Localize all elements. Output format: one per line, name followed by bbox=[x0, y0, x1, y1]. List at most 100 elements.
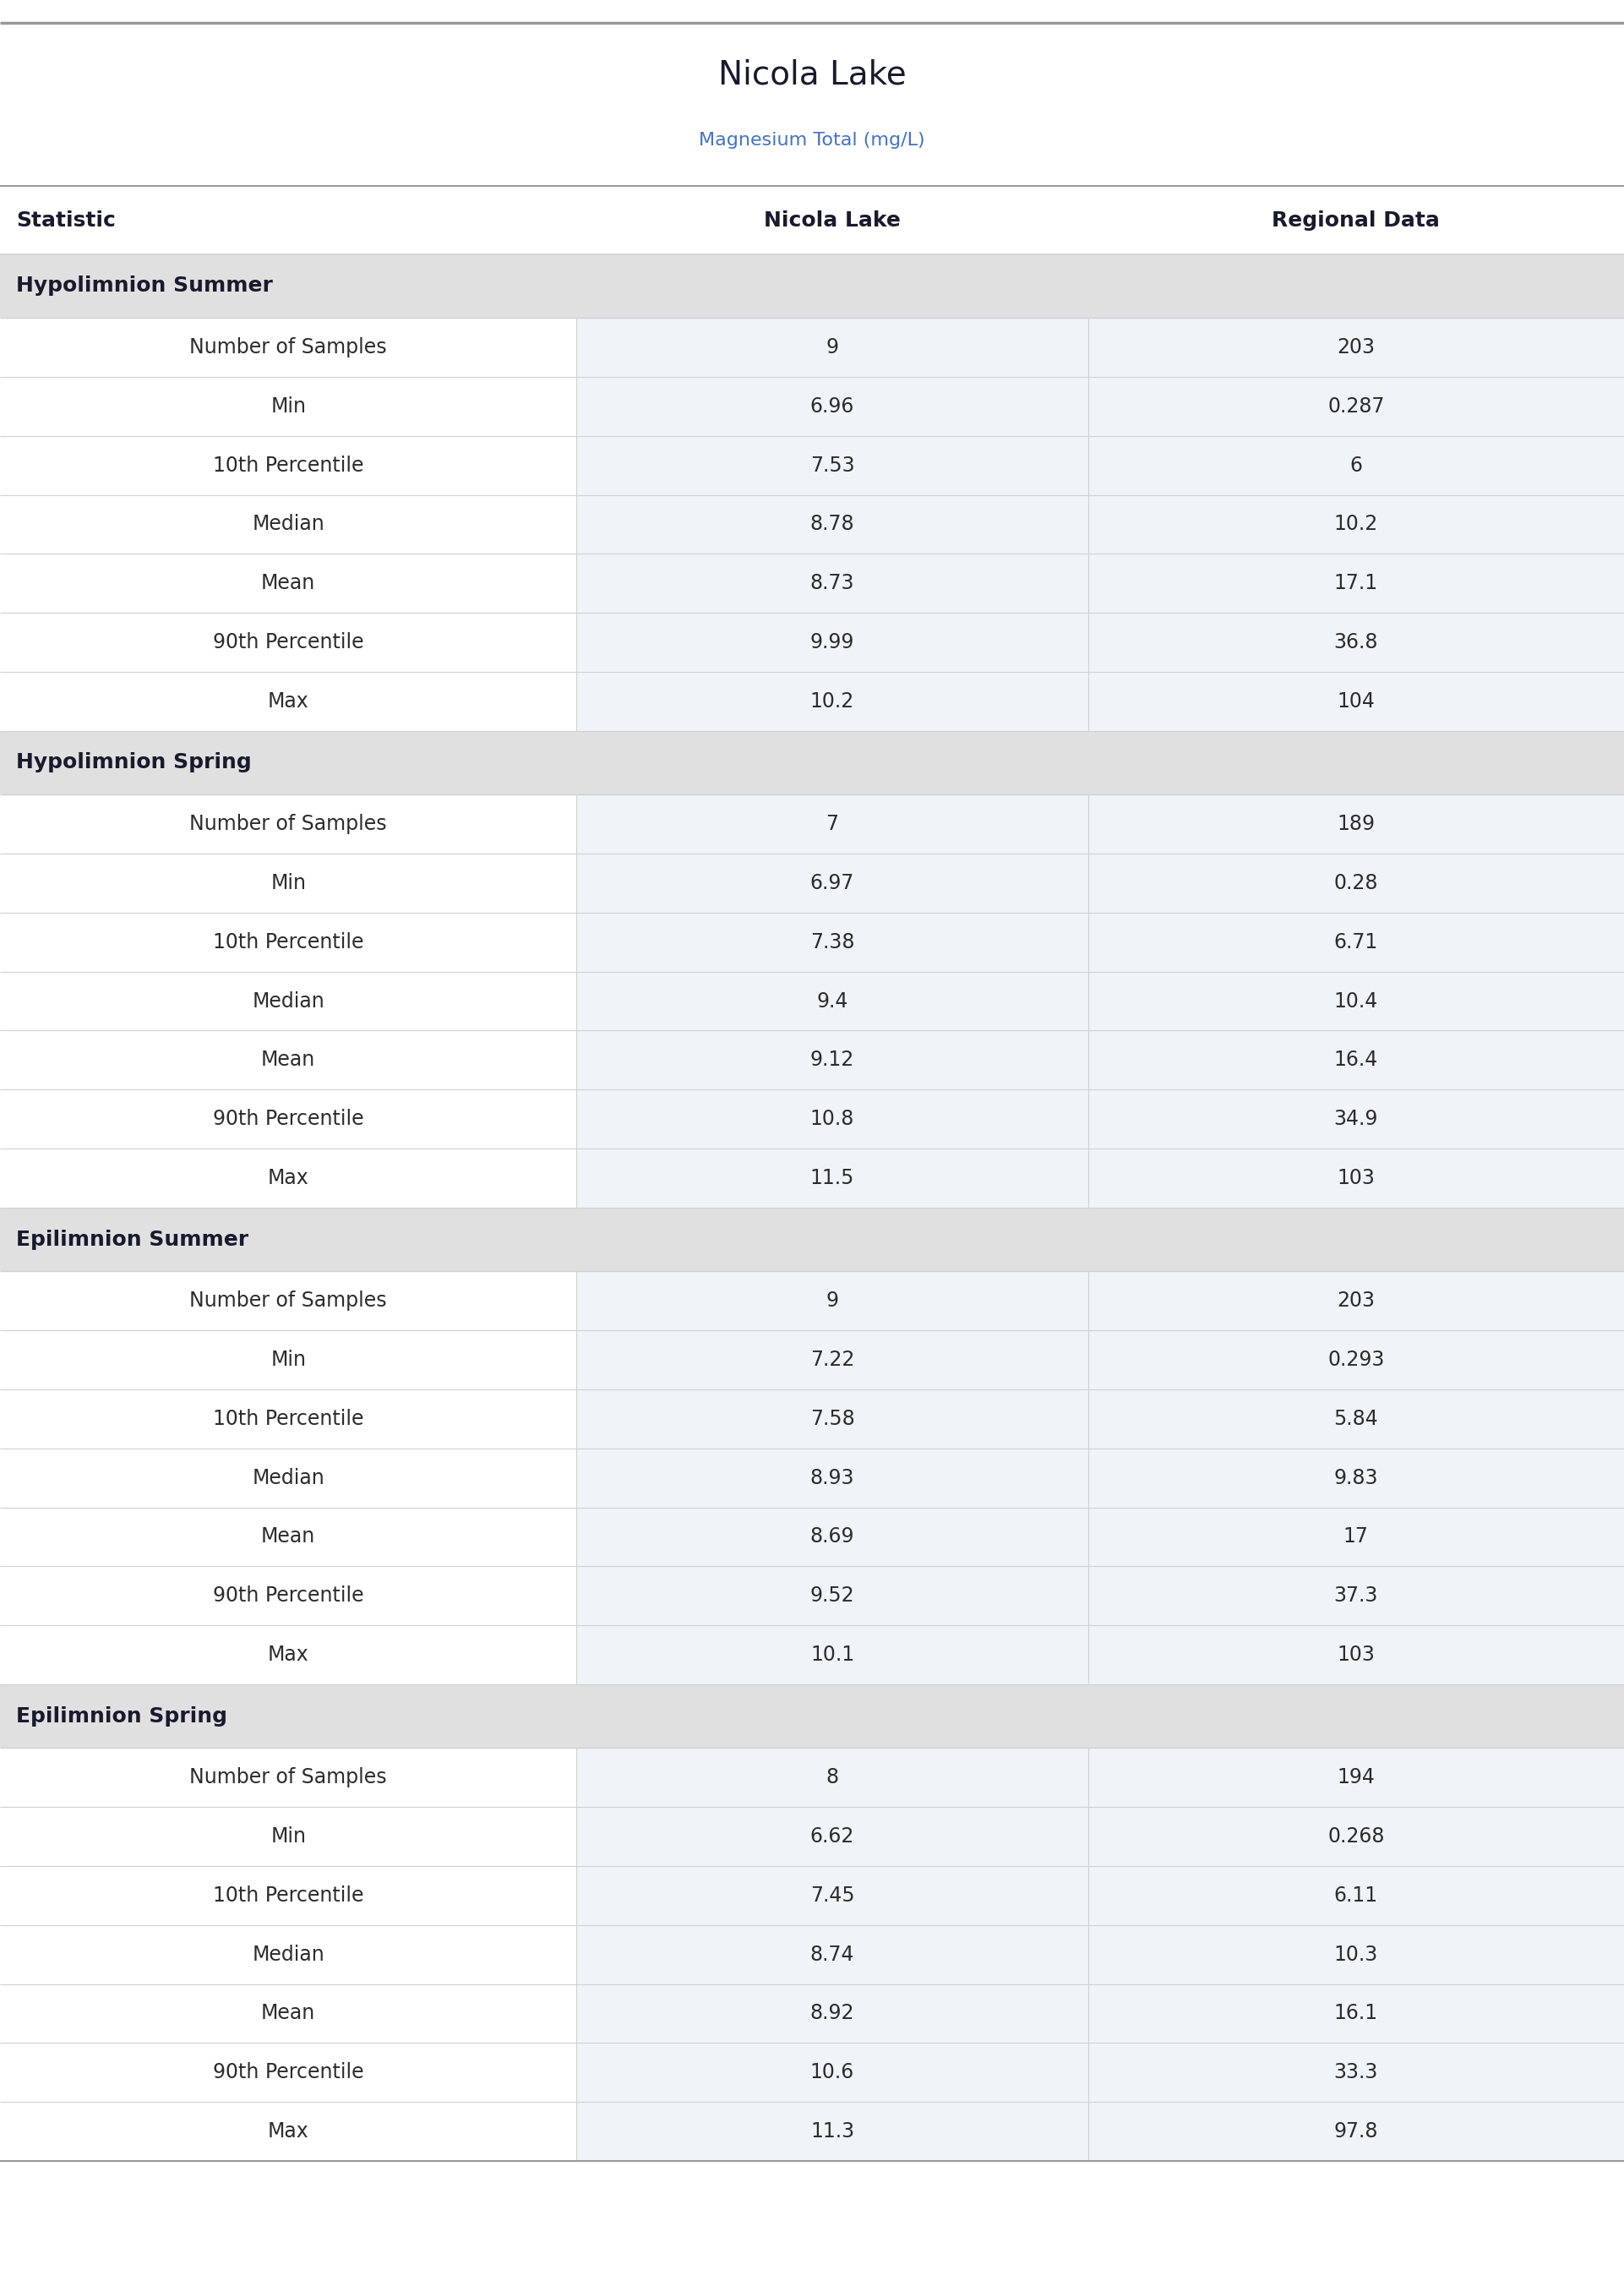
Text: 7.53: 7.53 bbox=[810, 456, 854, 474]
Text: 33.3: 33.3 bbox=[1333, 2063, 1379, 2082]
Text: 8.93: 8.93 bbox=[810, 1469, 854, 1487]
Text: 8.74: 8.74 bbox=[810, 1945, 854, 1964]
Bar bbox=[577, 672, 1624, 731]
Text: 90th Percentile: 90th Percentile bbox=[213, 2063, 364, 2082]
Bar bbox=[0, 318, 1624, 377]
Text: Number of Samples: Number of Samples bbox=[190, 815, 387, 833]
Text: Hypolimnion Spring: Hypolimnion Spring bbox=[16, 754, 252, 772]
Bar bbox=[577, 1807, 1624, 1866]
Text: Statistic: Statistic bbox=[16, 211, 115, 229]
Bar bbox=[0, 554, 1624, 613]
Bar bbox=[577, 1984, 1624, 2043]
Text: 6.62: 6.62 bbox=[810, 1827, 854, 1846]
Text: 8.69: 8.69 bbox=[810, 1528, 854, 1546]
Text: Regional Data: Regional Data bbox=[1272, 211, 1440, 229]
Text: 97.8: 97.8 bbox=[1333, 2122, 1379, 2141]
Bar bbox=[0, 1625, 1624, 1684]
Bar bbox=[0, 913, 1624, 972]
Text: Mean: Mean bbox=[261, 574, 315, 592]
Bar bbox=[577, 2043, 1624, 2102]
Text: 90th Percentile: 90th Percentile bbox=[213, 1587, 364, 1605]
Text: 9: 9 bbox=[827, 1292, 838, 1310]
Text: 9.4: 9.4 bbox=[817, 992, 848, 1010]
Text: 6: 6 bbox=[1350, 456, 1363, 474]
Text: Mean: Mean bbox=[261, 2004, 315, 2023]
Bar bbox=[0, 2043, 1624, 2102]
Text: 0.287: 0.287 bbox=[1327, 397, 1385, 415]
Bar bbox=[577, 1271, 1624, 1330]
Bar bbox=[0, 1208, 1624, 1271]
Bar bbox=[0, 436, 1624, 495]
Bar bbox=[0, 1330, 1624, 1389]
Bar bbox=[577, 854, 1624, 913]
Text: Max: Max bbox=[268, 692, 309, 711]
Text: 0.293: 0.293 bbox=[1327, 1351, 1385, 1369]
Text: Max: Max bbox=[268, 1646, 309, 1664]
Text: 5.84: 5.84 bbox=[1333, 1410, 1379, 1428]
Text: 10th Percentile: 10th Percentile bbox=[213, 933, 364, 951]
Text: 17.1: 17.1 bbox=[1333, 574, 1379, 592]
Text: 8.73: 8.73 bbox=[810, 574, 854, 592]
Text: 10th Percentile: 10th Percentile bbox=[213, 1886, 364, 1905]
Bar bbox=[577, 1031, 1624, 1090]
Bar bbox=[0, 1925, 1624, 1984]
Text: 10.2: 10.2 bbox=[810, 692, 854, 711]
Text: 6.11: 6.11 bbox=[1333, 1886, 1379, 1905]
Bar bbox=[0, 672, 1624, 731]
Text: Min: Min bbox=[271, 397, 305, 415]
Bar bbox=[0, 254, 1624, 318]
Bar bbox=[577, 972, 1624, 1031]
Text: 10.2: 10.2 bbox=[1333, 515, 1379, 533]
Text: 6.97: 6.97 bbox=[810, 874, 854, 892]
Text: Max: Max bbox=[268, 1169, 309, 1187]
Text: Number of Samples: Number of Samples bbox=[190, 1768, 387, 1786]
Bar bbox=[0, 1566, 1624, 1625]
Text: 11.3: 11.3 bbox=[810, 2122, 854, 2141]
Bar bbox=[577, 436, 1624, 495]
Text: 7.58: 7.58 bbox=[810, 1410, 854, 1428]
Bar bbox=[0, 731, 1624, 794]
Bar bbox=[577, 1507, 1624, 1566]
Text: 9.83: 9.83 bbox=[1333, 1469, 1379, 1487]
Bar bbox=[577, 1925, 1624, 1984]
Bar bbox=[0, 1748, 1624, 1807]
Text: 11.5: 11.5 bbox=[810, 1169, 854, 1187]
Bar bbox=[577, 794, 1624, 854]
Text: Median: Median bbox=[252, 515, 325, 533]
Text: 8.92: 8.92 bbox=[810, 2004, 854, 2023]
Text: Nicola Lake: Nicola Lake bbox=[763, 211, 901, 229]
Bar bbox=[0, 1507, 1624, 1566]
Text: Max: Max bbox=[268, 2122, 309, 2141]
Text: Number of Samples: Number of Samples bbox=[190, 338, 387, 356]
Text: Nicola Lake: Nicola Lake bbox=[718, 59, 906, 91]
Text: 7.45: 7.45 bbox=[810, 1886, 854, 1905]
Text: 0.268: 0.268 bbox=[1327, 1827, 1385, 1846]
Text: 10.4: 10.4 bbox=[1333, 992, 1379, 1010]
Bar bbox=[0, 495, 1624, 554]
Bar bbox=[577, 1448, 1624, 1507]
Text: 103: 103 bbox=[1337, 1646, 1376, 1664]
Text: 6.71: 6.71 bbox=[1333, 933, 1379, 951]
Text: 10.6: 10.6 bbox=[810, 2063, 854, 2082]
Bar bbox=[577, 1866, 1624, 1925]
Text: 0.28: 0.28 bbox=[1333, 874, 1379, 892]
Bar bbox=[577, 1625, 1624, 1684]
Text: 10.3: 10.3 bbox=[1333, 1945, 1379, 1964]
Bar bbox=[0, 854, 1624, 913]
Text: 6.96: 6.96 bbox=[810, 397, 854, 415]
Text: 10.1: 10.1 bbox=[810, 1646, 854, 1664]
Text: Number of Samples: Number of Samples bbox=[190, 1292, 387, 1310]
Bar bbox=[0, 1866, 1624, 1925]
Bar bbox=[0, 1149, 1624, 1208]
Text: 103: 103 bbox=[1337, 1169, 1376, 1187]
Bar bbox=[0, 1389, 1624, 1448]
Bar bbox=[577, 613, 1624, 672]
Bar bbox=[577, 495, 1624, 554]
Bar bbox=[577, 2102, 1624, 2161]
Text: 9.12: 9.12 bbox=[810, 1051, 854, 1069]
Text: Median: Median bbox=[252, 1945, 325, 1964]
Text: Median: Median bbox=[252, 1469, 325, 1487]
Text: 9.52: 9.52 bbox=[810, 1587, 854, 1605]
Bar bbox=[0, 972, 1624, 1031]
Bar bbox=[0, 613, 1624, 672]
